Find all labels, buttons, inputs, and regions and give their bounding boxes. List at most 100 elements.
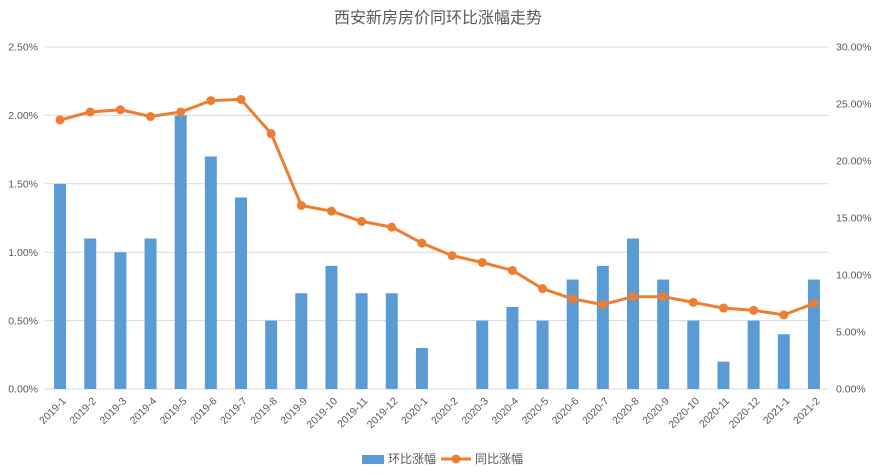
line-marker (749, 305, 759, 315)
bar (144, 238, 157, 389)
y-right-tick-label: 30.00% (836, 42, 872, 54)
line-marker (809, 299, 819, 308)
y-left-tick-label: 0.00% (8, 384, 38, 396)
legend-marker-line (451, 454, 461, 464)
x-tick-label: 2020-2 (429, 395, 461, 427)
y-left-tick-label: 1.00% (8, 247, 38, 259)
y-right-tick-label: 15.00% (836, 213, 872, 225)
x-tick-label: 2019-1 (37, 395, 69, 427)
x-tick-label: 2019-2 (67, 395, 99, 427)
x-tick-label: 2020-1 (399, 395, 431, 427)
bar-series (54, 115, 820, 390)
line-marker (477, 257, 487, 267)
bar (355, 293, 368, 389)
line-marker (779, 310, 789, 320)
y-left-tick-label: 0.50% (8, 315, 38, 327)
x-tick-label: 2019-8 (248, 395, 280, 427)
y-right-tick-label: 20.00% (836, 156, 872, 168)
line-marker (296, 200, 306, 210)
bar (84, 238, 97, 389)
y-right-tick-label: 5.00% (836, 327, 866, 339)
bar (687, 320, 700, 389)
bar (54, 183, 67, 389)
line-marker (718, 303, 728, 313)
line-marker (85, 107, 95, 117)
x-tick-label: 2019-3 (97, 395, 129, 427)
x-tick-label: 2020-11 (697, 395, 732, 430)
x-tick-label: 2020-4 (489, 395, 521, 427)
y-left-tick-label: 2.50% (8, 42, 38, 54)
y-left-tick-label: 1.50% (8, 178, 38, 190)
legend: 环比涨幅 同比涨幅 (362, 451, 523, 466)
line-marker (628, 292, 638, 302)
line-series (55, 94, 819, 320)
y-axis-left: 0.00% 0.50% 1.00% 1.50% 2.00% 2.50% (8, 42, 38, 396)
bar (295, 293, 308, 389)
y-right-tick-label: 25.00% (836, 99, 872, 111)
bar (596, 265, 609, 389)
line-marker (417, 238, 427, 248)
bar (235, 197, 247, 389)
x-tick-label: 2020-6 (550, 395, 582, 427)
bar (204, 156, 217, 389)
legend-swatch-bar (362, 455, 384, 464)
bar (385, 293, 398, 389)
bar (717, 361, 730, 389)
line-marker (146, 112, 156, 122)
line-marker (598, 300, 608, 310)
x-axis: 2019-12019-22019-32019-42019-52019-62019… (37, 395, 823, 431)
bar (476, 320, 489, 389)
bar (747, 320, 760, 389)
gridlines (45, 46, 829, 390)
x-tick-label: 2020-10 (666, 395, 702, 431)
x-tick-label: 2020-12 (727, 395, 763, 431)
line-marker (266, 129, 276, 139)
x-tick-label: 2020-5 (520, 395, 552, 427)
line-marker (688, 297, 698, 307)
chart-title: 西安新房房价同环比涨幅走势 (334, 8, 542, 27)
line-marker (115, 105, 125, 115)
bar (807, 279, 820, 389)
bar (114, 252, 127, 389)
bar (325, 265, 338, 389)
x-tick-label: 2019-12 (365, 395, 401, 431)
bar (415, 347, 428, 389)
x-tick-label: 2019-4 (128, 395, 160, 427)
x-tick-label: 2019-5 (158, 395, 190, 427)
x-tick-label: 2019-7 (218, 395, 250, 427)
line-marker (236, 94, 246, 104)
x-tick-label: 2020-8 (610, 395, 642, 427)
line-marker (447, 251, 457, 261)
bar (536, 320, 549, 389)
line-marker (568, 294, 578, 304)
line-marker (387, 222, 397, 232)
legend-label-line: 同比涨幅 (475, 451, 523, 466)
bar (627, 238, 639, 389)
x-tick-label: 2021-1 (761, 395, 793, 427)
x-tick-label: 2020-7 (580, 395, 612, 427)
y-right-tick-label: 10.00% (836, 270, 872, 282)
x-tick-label: 2019-10 (304, 395, 340, 431)
x-tick-label: 2020-3 (459, 395, 491, 427)
bar (506, 306, 519, 389)
bar (777, 334, 790, 389)
legend-label-bar: 环比涨幅 (388, 451, 436, 466)
line-marker (507, 265, 517, 275)
line-marker (176, 107, 186, 117)
bar (566, 279, 579, 389)
bar (657, 279, 670, 389)
line-marker (326, 206, 336, 216)
x-tick-label: 2019-11 (335, 395, 370, 430)
y-right-tick-label: 0.00% (836, 384, 866, 396)
line-marker (357, 216, 367, 226)
bar (174, 115, 187, 390)
series-line (58, 97, 816, 317)
x-tick-label: 2021-2 (791, 395, 823, 427)
line-marker (658, 292, 668, 302)
line-marker (538, 284, 548, 294)
y-axis-right: 0.00% 5.00% 10.00% 15.00% 20.00% 25.00% 30.00% (836, 42, 872, 396)
line-marker (206, 96, 216, 106)
y-left-tick-label: 2.00% (8, 110, 38, 122)
bar (265, 320, 278, 389)
